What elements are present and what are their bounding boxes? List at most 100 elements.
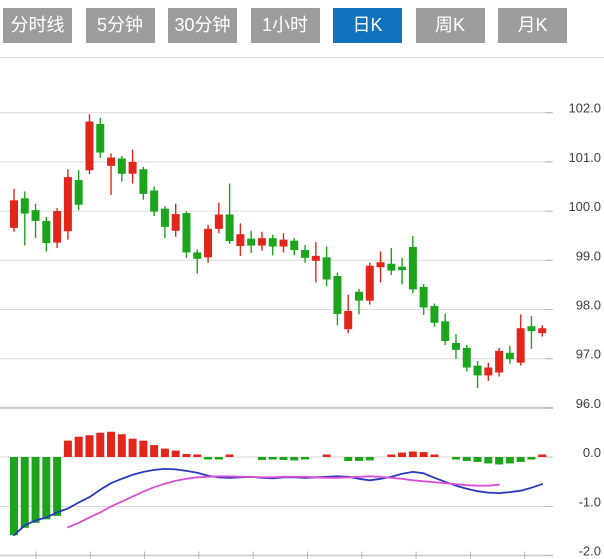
candle-body (107, 157, 116, 166)
candle-body (516, 328, 525, 363)
price-axis-label: 102.0 (568, 101, 601, 116)
candle-body (236, 234, 245, 247)
macd-axis-label: -2.0 (579, 544, 601, 559)
macd-histogram-bar (53, 457, 62, 516)
macd-histogram-bar (20, 457, 29, 528)
tab-1hour[interactable]: 1小时 (250, 8, 320, 43)
candle-body (182, 213, 191, 253)
candle-body (290, 240, 299, 250)
macd-histogram-bar (10, 457, 18, 536)
macd-axis-label: 0.0 (583, 445, 601, 460)
macd-histogram-bar (268, 457, 277, 460)
candle-body (247, 238, 256, 246)
candle-body (74, 180, 83, 205)
price-axis-label: 98.0 (576, 298, 601, 313)
macd-histogram-bar (290, 457, 299, 461)
candle-body (301, 249, 310, 258)
macd-histogram-bar (451, 457, 460, 460)
candle-body (538, 328, 547, 334)
macd-histogram-bar (398, 452, 407, 457)
macd-histogram-bar (214, 457, 223, 460)
macd-histogram-bar (408, 451, 417, 457)
price-axis-label: 96.0 (576, 396, 601, 411)
dif-line (13, 467, 544, 537)
macd-histogram-bar (96, 432, 105, 457)
macd-histogram-bar (344, 457, 353, 461)
macd-histogram-bar (128, 438, 137, 457)
tab-day-k[interactable]: 日K (333, 8, 402, 43)
candle-body (31, 210, 40, 221)
candle-body (408, 247, 417, 290)
macd-histogram-bar (462, 457, 471, 461)
macd-histogram-bar (527, 457, 536, 460)
candle-body (462, 347, 471, 368)
tab-time-line[interactable]: 分时线 (3, 8, 72, 43)
macd-histogram-bar (279, 457, 288, 460)
candle-body (160, 208, 169, 227)
macd-histogram-bar (117, 434, 126, 457)
candle-body (193, 252, 202, 259)
candle-body (354, 291, 363, 301)
price-axis-label: 100.0 (568, 199, 601, 214)
macd-histogram-bar (257, 457, 266, 460)
candle-body (214, 214, 223, 229)
candle-body (204, 228, 213, 258)
macd-histogram-bar (538, 454, 547, 457)
tab-5min[interactable]: 5分钟 (85, 8, 155, 43)
macd-histogram-bar (516, 457, 525, 462)
candle-body (398, 266, 407, 271)
macd-histogram-bar (204, 457, 213, 460)
tab-30min[interactable]: 30分钟 (168, 8, 237, 43)
macd-histogram-bar (354, 457, 363, 461)
macd-histogram-bar (193, 454, 202, 457)
macd-histogram-bar (484, 457, 493, 464)
candle-body (279, 239, 288, 247)
candle-body (268, 238, 277, 247)
macd-histogram-bar (31, 457, 40, 523)
candle-body (419, 286, 428, 308)
candle-body (171, 214, 180, 231)
macd-histogram-bar (85, 435, 94, 457)
candle-body (42, 220, 51, 244)
candle-body (451, 342, 460, 350)
price-axis-label: 97.0 (576, 347, 601, 362)
candle-body (53, 211, 62, 243)
candle-body (505, 352, 514, 360)
macd-histogram-bar (150, 445, 159, 457)
macd-histogram-bar (42, 457, 51, 520)
candle-body (257, 238, 266, 246)
macd-histogram-bar (419, 452, 428, 457)
macd-histogram-bar (182, 454, 191, 457)
tab-bar: 分时线 5分钟 30分钟 1小时 日K 周K 月K (3, 8, 567, 43)
dea-line (67, 475, 501, 529)
candle-body (128, 161, 137, 174)
tab-week-k[interactable]: 周K (415, 8, 485, 43)
candle-body (96, 124, 105, 153)
macd-histogram-bar (139, 440, 148, 457)
candle-body (441, 321, 450, 341)
macd-histogram-bar (495, 457, 504, 465)
candle-body (311, 255, 320, 261)
candle-body (430, 306, 439, 323)
macd-histogram-bar (171, 450, 180, 457)
price-axis-label: 99.0 (576, 248, 601, 263)
macd-histogram-bar (473, 457, 482, 462)
tab-month-k[interactable]: 月K (498, 8, 567, 43)
candle-body (10, 200, 18, 228)
candle-body (63, 177, 72, 232)
candle-body (484, 367, 493, 376)
candle-body (365, 265, 374, 301)
macd-histogram-bar (430, 454, 439, 457)
macd-histogram-bar (387, 454, 396, 457)
candle-body (85, 121, 94, 171)
macd-axis-label: -1.0 (579, 495, 601, 510)
candle-body (322, 257, 331, 280)
candle-body (333, 276, 342, 314)
candle-body (20, 198, 29, 214)
macd-histogram-bar (505, 457, 514, 464)
candle-body (473, 365, 482, 376)
candle-body (225, 214, 234, 242)
macd-histogram-bar (160, 448, 169, 457)
candle-body (139, 169, 148, 194)
